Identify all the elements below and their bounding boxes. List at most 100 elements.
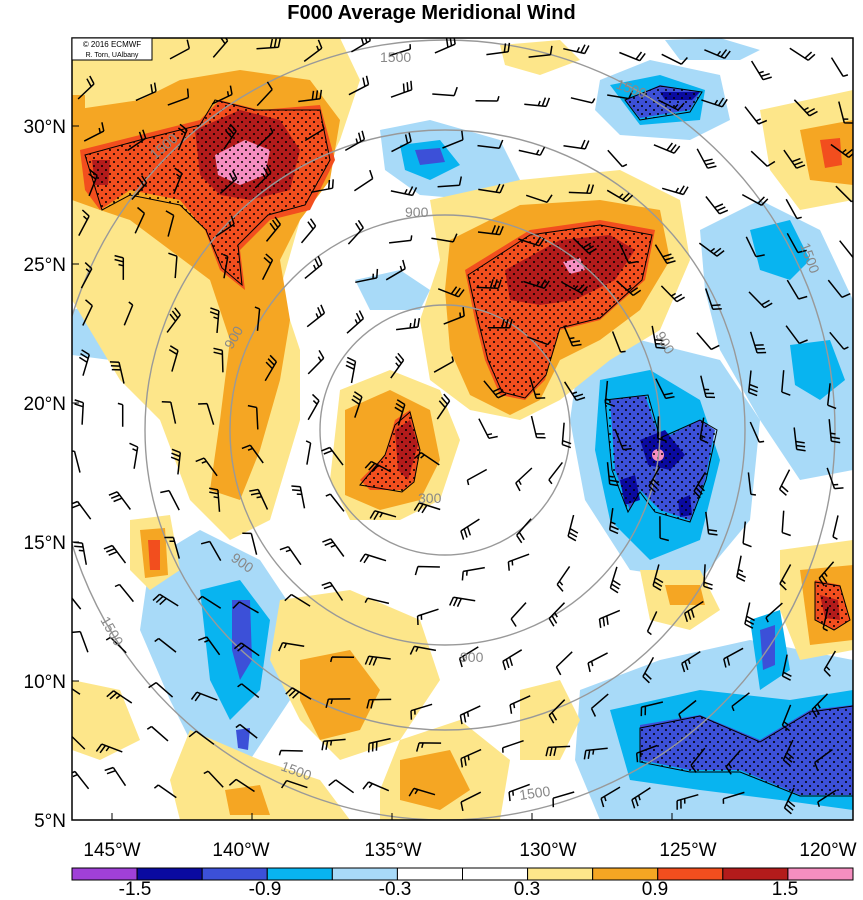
- wind-barb: [307, 350, 325, 375]
- contour-label: 900: [460, 649, 484, 665]
- wind-barb: [256, 81, 273, 107]
- wind-barb: [254, 306, 261, 331]
- wind-barb: [285, 687, 312, 700]
- wind-barb: [530, 415, 546, 439]
- wind-barb: [640, 701, 664, 717]
- wind-barb: [618, 242, 638, 264]
- wind-barb: [168, 345, 179, 372]
- lon-axis: 145°W 140°W 135°W 130°W 125°W 120°W: [83, 813, 857, 861]
- colorbar: [71, 867, 854, 881]
- wind-barb: [460, 748, 482, 768]
- wind-barb: [699, 417, 709, 444]
- wind-barb: [298, 89, 323, 103]
- wind-barb: [131, 175, 148, 201]
- wind-barb: [747, 370, 759, 397]
- wind-barb: [583, 747, 608, 760]
- wind-barb: [261, 253, 274, 281]
- wind-barb: [389, 235, 413, 244]
- wind-barb: [72, 500, 92, 520]
- colorbar-labels: -1.5 -0.9 -0.3 0.3 0.9 1.5: [119, 879, 799, 900]
- wind-barb: [748, 291, 773, 309]
- wind-barb: [477, 225, 504, 236]
- wind-barb: [241, 444, 264, 464]
- wind-barb: [587, 652, 608, 673]
- wind-barb: [325, 698, 351, 708]
- wind-barb: [242, 532, 258, 555]
- wind-barb: [651, 325, 666, 349]
- wind-barb: [72, 597, 82, 610]
- wind-barb: [88, 169, 98, 197]
- wind-barb: [786, 279, 808, 300]
- wind-barb: [607, 149, 628, 168]
- wind-barb: [197, 595, 222, 609]
- wind-barb: [364, 597, 390, 605]
- wind-barb: [284, 593, 311, 607]
- wind-barb: [722, 791, 745, 804]
- wind-barb: [95, 743, 123, 754]
- wind-barb: [212, 38, 229, 58]
- wind-barb: [461, 566, 485, 581]
- wind-barb: [366, 698, 392, 709]
- wind-barb: [822, 606, 829, 632]
- wind-barb: [152, 593, 179, 607]
- wind-barb: [177, 123, 188, 151]
- wind-barb: [747, 472, 757, 496]
- wind-barb: [741, 193, 769, 206]
- wind-barb: [830, 57, 849, 78]
- wind-barb: [781, 370, 791, 396]
- wind-barb: [153, 784, 177, 799]
- wind-barb: [436, 393, 451, 420]
- lat-axis: 30°N 25°N 20°N 15°N 10°N 5°N: [24, 117, 79, 832]
- wind-barb: [782, 739, 795, 767]
- wind-barb: [659, 516, 669, 542]
- colorbar-label: 0.3: [514, 879, 540, 900]
- wind-barb: [434, 38, 456, 54]
- lon-label: 135°W: [364, 840, 421, 861]
- wind-barb: [678, 699, 697, 719]
- lon-label: 120°W: [799, 840, 856, 861]
- wind-barb: [501, 739, 524, 753]
- wind-barb: [310, 179, 334, 194]
- wind-barb: [351, 391, 363, 418]
- wind-barb: [604, 380, 615, 407]
- wind-barb: [104, 766, 127, 787]
- wind-barb: [228, 778, 255, 793]
- lat-label: 15°N: [24, 533, 66, 554]
- wind-barb: [351, 38, 372, 53]
- wind-barb: [661, 53, 688, 65]
- wind-barb: [826, 467, 844, 490]
- wind-barb: [164, 536, 181, 559]
- wind-barb: [502, 649, 523, 671]
- wind-barb: [745, 236, 765, 258]
- wind-barb: [570, 97, 596, 104]
- wind-barb: [555, 651, 573, 676]
- wind-barb: [698, 242, 725, 257]
- wind-barb: [783, 149, 806, 169]
- wind-barb: [203, 770, 224, 788]
- wind-barb: [431, 233, 458, 243]
- wind-barb: [518, 236, 545, 247]
- plot-area: 300 900 900 900 900 900 1500 1500 1500 1…: [72, 38, 853, 820]
- wind-barb: [818, 561, 835, 587]
- wind-barb: [529, 376, 546, 399]
- wind-barb: [190, 691, 218, 702]
- wind-barb: [256, 38, 281, 50]
- wind-barb: [459, 705, 481, 725]
- wind-barb: [572, 237, 597, 254]
- wind-barb: [72, 630, 89, 653]
- significance-stippling: [84, 85, 853, 797]
- wind-barb: [249, 488, 269, 510]
- wind-barb: [390, 80, 413, 98]
- wind-barb: [359, 553, 387, 564]
- wind-barb: [72, 735, 86, 750]
- wind-barb: [265, 216, 282, 242]
- wind-barb: [391, 132, 412, 153]
- wind-barb: [346, 310, 365, 334]
- wind-barb: [477, 139, 504, 150]
- wind-barb: [278, 749, 303, 756]
- wind-barb: [394, 399, 406, 426]
- wind-barb: [170, 448, 182, 475]
- credit-line-2: R. Torn, UAlbany: [86, 52, 139, 59]
- wind-barb: [322, 538, 345, 557]
- wind-barb: [693, 472, 706, 499]
